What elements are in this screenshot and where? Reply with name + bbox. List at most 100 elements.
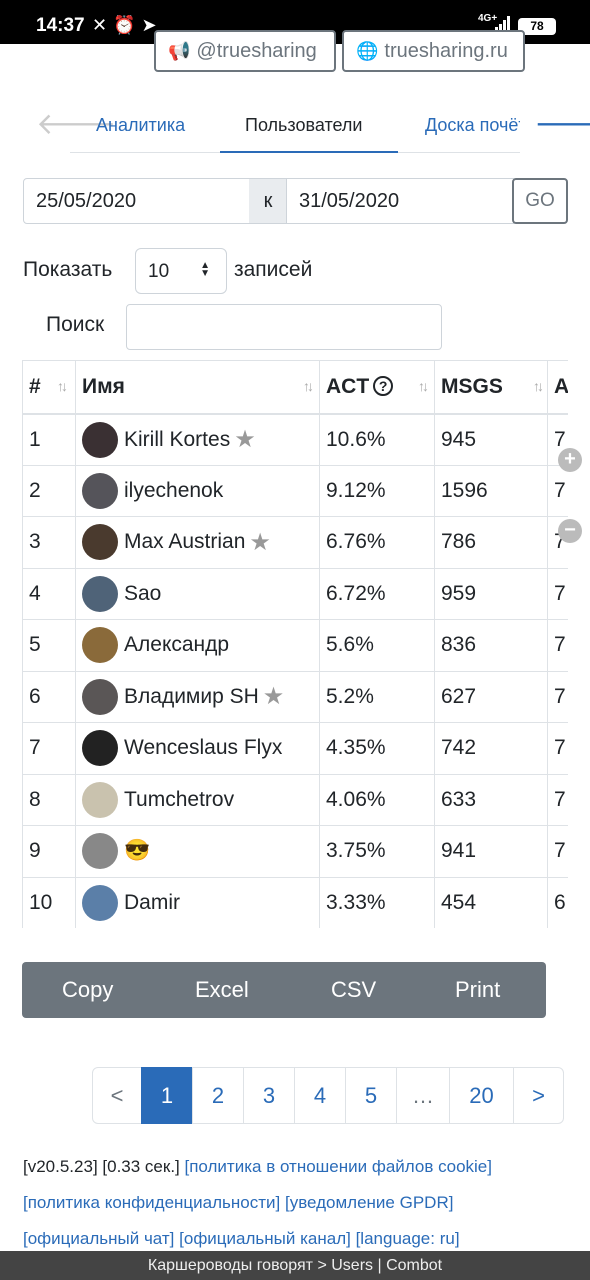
copy-button[interactable]: Copy: [62, 977, 114, 1002]
official-channel-link[interactable]: [официальный канал]: [179, 1229, 351, 1248]
header-act-label: ACT: [326, 374, 370, 398]
avatar[interactable]: [82, 575, 118, 612]
telegram-channel-label: @truesharing: [196, 40, 317, 62]
row-name-cell: Sao: [75, 567, 320, 620]
tab-next-arrow-icon[interactable]: 🡒: [534, 108, 590, 141]
row-num: 8: [22, 773, 76, 826]
avatar[interactable]: [82, 781, 118, 818]
table-row: 6 Владимир SH ★ 5.2% 627 7: [22, 670, 568, 723]
website-button[interactable]: 🌐 truesharing.ru: [342, 30, 525, 72]
table-header-row: # ↑↓ Имя ↑↓ ACT? ↑↓ MSGS ↑↓ AL: [22, 360, 568, 415]
print-button[interactable]: Print: [455, 977, 501, 1002]
tab-strip: Аналитика Пользователи Доска почёта: [70, 105, 520, 150]
header-al[interactable]: AL: [547, 360, 568, 415]
official-chat-link[interactable]: [официальный чат]: [23, 1229, 175, 1248]
user-name[interactable]: Kirill Kortes: [124, 427, 231, 451]
row-msgs: 786: [434, 516, 548, 569]
excel-button[interactable]: Excel: [195, 977, 249, 1002]
page-button-1[interactable]: 1: [141, 1067, 193, 1124]
table-row: 2 ilyechenok 9.12% 1596 7: [22, 464, 568, 517]
avatar[interactable]: [82, 421, 118, 458]
row-name-cell: Владимир SH ★: [75, 670, 320, 723]
status-icons: ✕⏰➤: [92, 15, 163, 35]
tab-honor-board[interactable]: Доска почёта: [425, 115, 520, 135]
row-act: 6.72%: [319, 567, 435, 620]
row-num: 1: [22, 413, 76, 466]
row-msgs: 959: [434, 567, 548, 620]
tab-users[interactable]: Пользователи: [245, 115, 363, 135]
table-row: 1 Kirill Kortes ★ 10.6% 945 7: [22, 413, 568, 466]
header-msgs[interactable]: MSGS ↑↓: [434, 360, 548, 415]
table-row: 8 Tumchetrov 4.06% 633 7: [22, 773, 568, 826]
row-act: 3.75%: [319, 825, 435, 878]
user-name[interactable]: Владимир SH: [124, 684, 259, 708]
csv-button[interactable]: CSV: [331, 977, 377, 1002]
row-msgs: 945: [434, 413, 548, 466]
tab-prev-arrow-icon[interactable]: 🡐: [36, 108, 117, 141]
star-icon: ★: [249, 528, 271, 556]
user-name[interactable]: Tumchetrov: [124, 787, 235, 811]
row-act: 3.33%: [319, 876, 435, 928]
show-label: Показать: [23, 258, 113, 281]
page-prev-button[interactable]: <: [92, 1067, 142, 1124]
row-msgs: 1596: [434, 464, 548, 517]
user-name[interactable]: Wenceslaus Flyx: [124, 736, 283, 760]
row-name-cell: ilyechenok: [75, 464, 320, 517]
row-msgs: 633: [434, 773, 548, 826]
sort-icon: ↑↓: [418, 378, 429, 394]
page-button-20[interactable]: 20: [449, 1067, 514, 1124]
row-act: 6.76%: [319, 516, 435, 569]
globe-icon: 🌐: [356, 41, 379, 61]
page-button-5[interactable]: 5: [345, 1067, 397, 1124]
telegram-channel-button[interactable]: 📢 @truesharing: [154, 30, 336, 72]
avatar[interactable]: [82, 833, 118, 870]
date-to-input[interactable]: 31/05/2020: [286, 178, 514, 224]
date-from-input[interactable]: 25/05/2020: [23, 178, 250, 224]
row-al: 7: [547, 722, 568, 775]
privacy-policy-link[interactable]: [политика конфиденциальности]: [23, 1193, 281, 1212]
search-input[interactable]: [126, 304, 442, 350]
row-act: 10.6%: [319, 413, 435, 466]
header-name[interactable]: Имя ↑↓: [75, 360, 320, 415]
user-name[interactable]: ilyechenok: [124, 478, 224, 502]
user-name[interactable]: 😎: [124, 839, 151, 863]
row-al: 6: [547, 876, 568, 928]
row-msgs: 941: [434, 825, 548, 878]
row-al: 7: [547, 773, 568, 826]
version-info: [v20.5.23] [0.33 сек.]: [23, 1157, 180, 1176]
avatar[interactable]: [82, 472, 118, 509]
row-act: 5.2%: [319, 670, 435, 723]
collapse-minus-icon[interactable]: −: [558, 519, 582, 543]
avatar[interactable]: [82, 884, 118, 921]
page-button-4[interactable]: 4: [294, 1067, 346, 1124]
page-length-select[interactable]: 10 ▲ ▼: [135, 248, 227, 294]
entries-label: записей: [234, 258, 313, 281]
page-button-2[interactable]: 2: [192, 1067, 244, 1124]
header-num[interactable]: # ↑↓: [22, 360, 76, 415]
row-act: 4.35%: [319, 722, 435, 775]
gdpr-notice-link[interactable]: [уведомление GPDR]: [284, 1193, 454, 1212]
avatar[interactable]: [82, 524, 118, 561]
tab-analytics[interactable]: Аналитика: [96, 115, 186, 135]
user-name[interactable]: Sao: [124, 581, 162, 605]
page-next-button[interactable]: >: [513, 1067, 564, 1124]
row-act: 4.06%: [319, 773, 435, 826]
row-name-cell: Александр: [75, 619, 320, 672]
language-link[interactable]: [language: ru]: [355, 1229, 460, 1248]
avatar[interactable]: [82, 678, 118, 715]
header-act[interactable]: ACT? ↑↓: [319, 360, 435, 415]
page-button-3[interactable]: 3: [243, 1067, 295, 1124]
expand-plus-icon[interactable]: +: [558, 448, 582, 472]
help-icon[interactable]: ?: [373, 375, 394, 396]
cookie-policy-link[interactable]: [политика в отношении файлов cookie]: [184, 1157, 492, 1176]
row-name-cell: Kirill Kortes ★: [75, 413, 320, 466]
avatar[interactable]: [82, 627, 118, 664]
user-name[interactable]: Damir: [124, 890, 180, 914]
row-num: 6: [22, 670, 76, 723]
user-name[interactable]: Max Austrian: [124, 530, 246, 554]
go-button[interactable]: GO: [512, 178, 568, 224]
network-type: 4G+: [478, 13, 498, 24]
user-name[interactable]: Александр: [124, 633, 230, 657]
avatar[interactable]: [82, 730, 118, 767]
row-name-cell: Wenceslaus Flyx: [75, 722, 320, 775]
